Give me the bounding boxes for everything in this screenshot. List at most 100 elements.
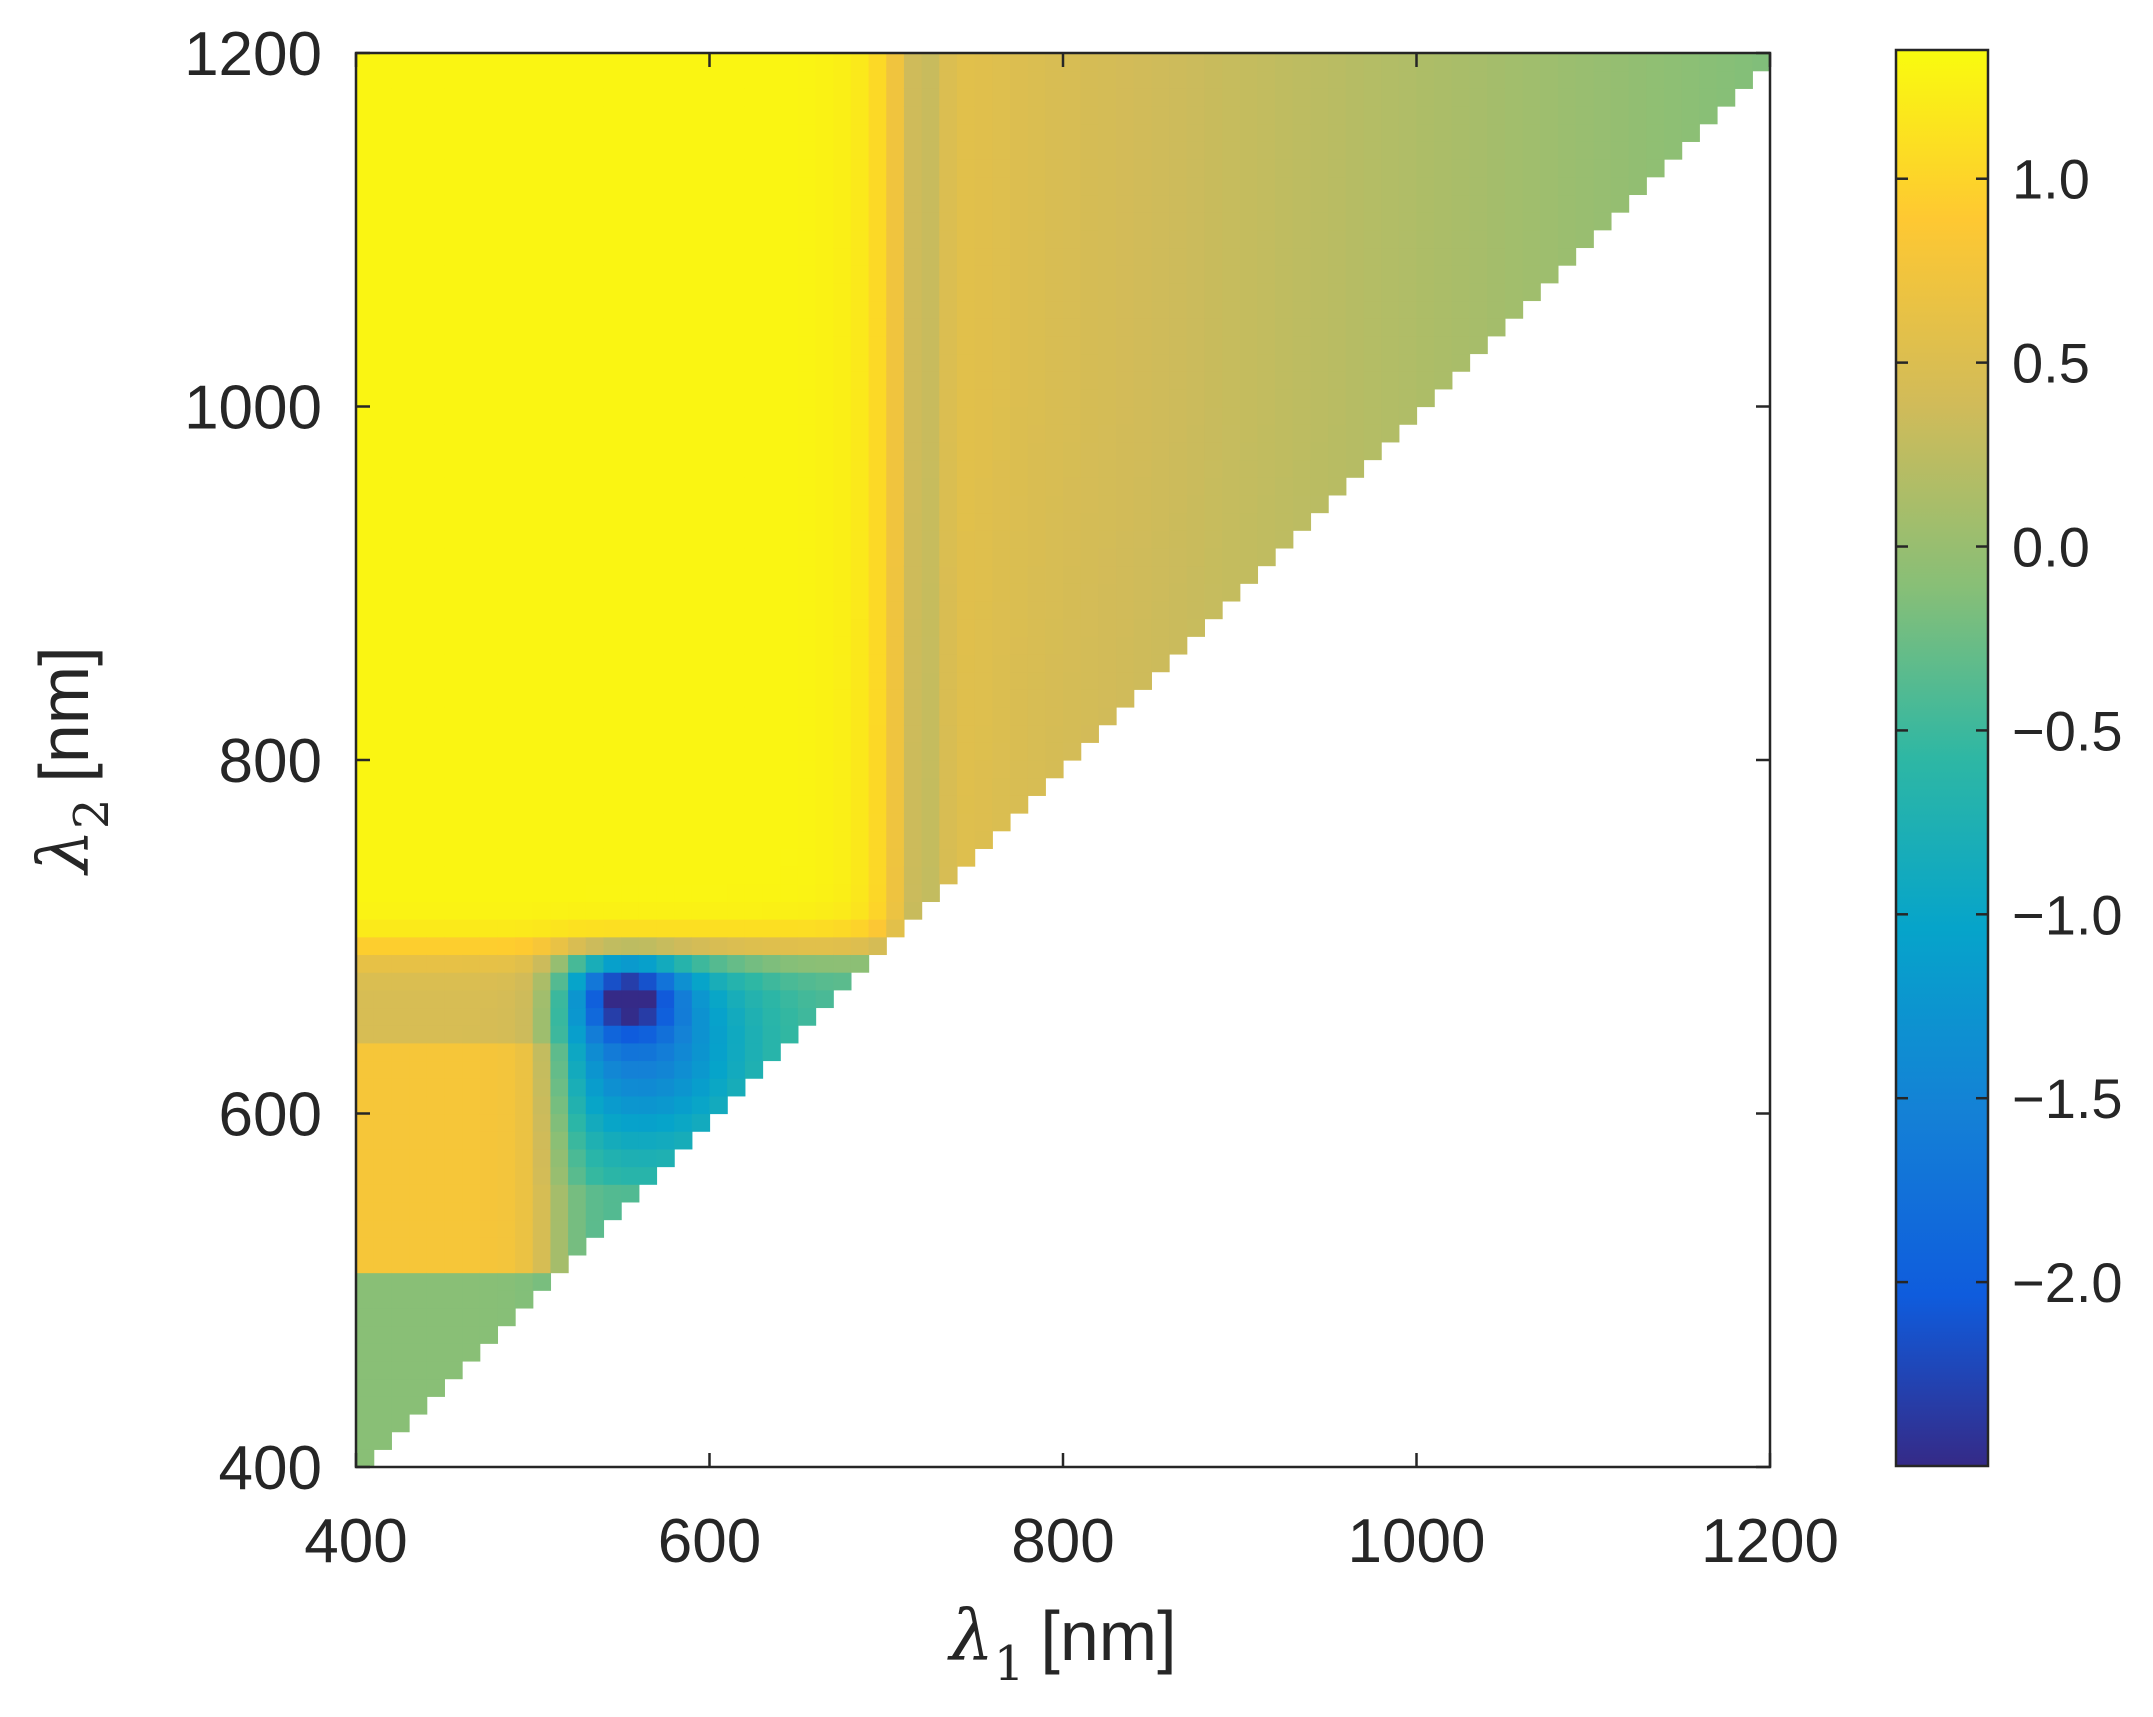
heatmap-cell bbox=[1027, 671, 1046, 690]
heatmap-cell bbox=[515, 706, 534, 726]
heatmap-cell bbox=[1098, 583, 1117, 602]
heatmap-cell bbox=[939, 406, 958, 425]
heatmap-cell bbox=[1522, 70, 1541, 89]
heatmap-cell bbox=[1504, 194, 1524, 213]
heatmap-cell bbox=[444, 1237, 463, 1256]
heatmap-cell bbox=[1186, 247, 1205, 266]
heatmap-cell bbox=[1681, 106, 1700, 125]
heatmap-cell bbox=[638, 194, 658, 213]
heatmap-cell bbox=[1451, 194, 1471, 213]
heatmap-cell bbox=[1416, 388, 1435, 408]
heatmap-cell bbox=[515, 247, 534, 266]
heatmap-cell bbox=[903, 689, 923, 708]
heatmap-cell bbox=[815, 159, 834, 178]
heatmap-cell bbox=[373, 1378, 392, 1397]
heatmap-cell bbox=[373, 212, 392, 231]
heatmap-cell bbox=[391, 1078, 410, 1097]
heatmap-cell bbox=[1628, 70, 1647, 89]
heatmap-cell bbox=[373, 813, 392, 832]
heatmap-cell bbox=[603, 194, 622, 213]
heatmap-cell bbox=[939, 653, 958, 673]
heatmap-cell bbox=[1628, 159, 1647, 178]
heatmap-cell bbox=[462, 653, 481, 673]
heatmap-cell bbox=[462, 813, 481, 832]
heatmap-cell bbox=[727, 866, 746, 885]
heatmap-cell bbox=[621, 901, 640, 920]
heatmap-cell bbox=[621, 1131, 640, 1150]
heatmap-cell bbox=[1027, 159, 1046, 178]
heatmap-cell bbox=[497, 282, 516, 302]
heatmap-cell bbox=[568, 636, 587, 655]
heatmap-cell bbox=[356, 547, 375, 567]
heatmap-cell bbox=[956, 141, 976, 160]
heatmap-cell bbox=[621, 547, 640, 567]
heatmap-cell bbox=[391, 848, 410, 867]
heatmap-cell bbox=[656, 530, 675, 549]
heatmap-cell bbox=[1557, 141, 1577, 160]
heatmap-cell bbox=[532, 212, 552, 231]
heatmap-cell bbox=[656, 335, 675, 355]
heatmap-cell bbox=[709, 494, 728, 514]
heatmap-cell bbox=[691, 1025, 711, 1044]
heatmap-cell bbox=[532, 1007, 552, 1026]
heatmap-cell bbox=[1151, 247, 1170, 266]
heatmap-cell bbox=[1204, 547, 1223, 567]
heatmap-cell bbox=[1487, 229, 1506, 249]
heatmap-cell bbox=[568, 194, 587, 213]
heatmap-cell bbox=[373, 1431, 392, 1450]
heatmap-cell bbox=[850, 653, 870, 673]
heatmap-cell bbox=[409, 919, 428, 938]
heatmap-cell bbox=[744, 1007, 764, 1026]
heatmap-cell bbox=[1504, 106, 1524, 125]
heatmap-cell bbox=[462, 123, 481, 142]
heatmap-cell bbox=[815, 777, 834, 796]
heatmap-cell bbox=[1257, 141, 1276, 160]
heatmap-cell bbox=[391, 1148, 410, 1168]
heatmap-cell bbox=[1169, 335, 1188, 355]
heatmap-cell bbox=[532, 247, 552, 266]
heatmap-cell bbox=[568, 795, 587, 814]
heatmap-cell bbox=[1540, 106, 1559, 125]
heatmap-cell bbox=[621, 813, 640, 832]
heatmap-cell bbox=[444, 212, 463, 231]
heatmap-cell bbox=[1257, 371, 1276, 390]
heatmap-cell bbox=[444, 972, 463, 991]
heatmap-cell bbox=[868, 53, 887, 72]
heatmap-cell bbox=[868, 813, 887, 832]
heatmap-cell bbox=[903, 353, 923, 372]
heatmap-cell bbox=[674, 265, 693, 284]
heatmap-cell bbox=[603, 547, 622, 567]
heatmap-cell bbox=[956, 689, 976, 708]
heatmap-cell bbox=[603, 406, 622, 425]
heatmap-cell bbox=[691, 830, 711, 849]
heatmap-cell bbox=[532, 300, 552, 319]
heatmap-cell bbox=[1434, 194, 1453, 213]
heatmap-cell bbox=[444, 1343, 463, 1362]
heatmap-cell bbox=[462, 1343, 481, 1362]
heatmap-cell bbox=[1239, 530, 1259, 549]
heatmap-cell bbox=[674, 371, 693, 390]
heatmap-cell bbox=[497, 159, 516, 178]
heatmap-cell bbox=[956, 406, 976, 425]
heatmap-cell bbox=[462, 247, 481, 266]
heatmap-cell bbox=[1186, 547, 1205, 567]
heatmap-cell bbox=[426, 583, 445, 602]
heatmap-cell bbox=[797, 53, 817, 72]
heatmap-cell bbox=[462, 1184, 481, 1203]
heatmap-cell bbox=[1151, 229, 1170, 249]
heatmap-cell bbox=[621, 724, 640, 743]
x-tick-label: 1000 bbox=[1348, 1507, 1486, 1576]
heatmap-cell bbox=[1646, 88, 1665, 107]
heatmap-cell bbox=[1328, 141, 1347, 160]
heatmap-cell bbox=[868, 742, 887, 761]
heatmap-cell bbox=[1080, 212, 1099, 231]
heatmap-cell bbox=[426, 760, 445, 779]
heatmap-cell bbox=[709, 229, 728, 249]
heatmap-cell bbox=[762, 936, 781, 956]
heatmap-cell bbox=[656, 1025, 675, 1044]
heatmap-cell bbox=[1204, 53, 1223, 72]
heatmap-cell bbox=[638, 247, 658, 266]
heatmap-cell bbox=[744, 123, 764, 142]
heatmap-cell bbox=[603, 123, 622, 142]
heatmap-cell bbox=[868, 795, 887, 814]
